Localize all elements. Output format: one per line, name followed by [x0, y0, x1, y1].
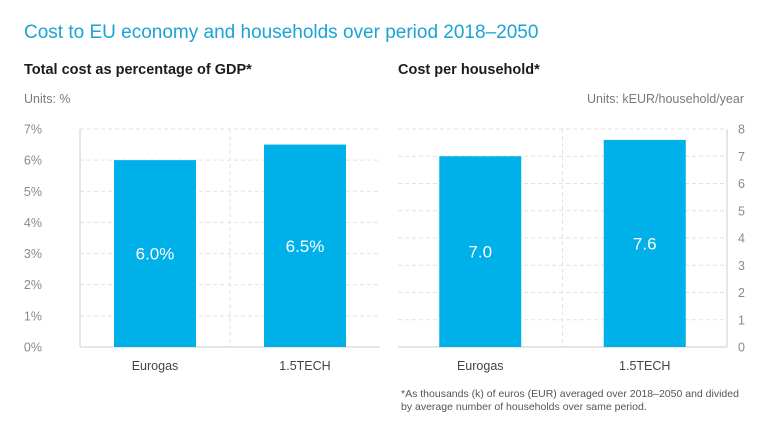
right-data-label: 7.0	[468, 243, 492, 262]
left-data-label: 6.5%	[286, 237, 325, 256]
right-ytick-label: 0	[738, 341, 745, 355]
right-ytick-label: 6	[738, 177, 745, 191]
left-ytick-label: 3%	[24, 247, 42, 261]
right-ytick-label: 5	[738, 204, 745, 218]
left-ytick-label: 7%	[24, 123, 42, 137]
footnote: *As thousands (k) of euros (EUR) average…	[401, 388, 739, 413]
left-ytick-label: 6%	[24, 154, 42, 168]
right-bar-15tech	[603, 139, 686, 347]
right-category-label: 1.5TECH	[619, 359, 670, 373]
right-ytick-label: 3	[738, 259, 745, 273]
left-data-label: 6.0%	[136, 245, 175, 264]
right-ytick-label: 7	[738, 150, 745, 164]
left-chart-units: Units: %	[24, 92, 71, 106]
left-ytick-label: 0%	[24, 341, 42, 355]
left-bar-15tech	[264, 144, 346, 347]
right-chart-units: Units: kEUR/household/year	[586, 92, 744, 106]
left-bar-eurogas	[114, 160, 196, 347]
left-ytick-label: 1%	[24, 309, 42, 323]
right-chart-title: Cost per household*	[398, 62, 540, 78]
left-ytick-label: 5%	[24, 185, 42, 199]
right-ytick-label: 8	[738, 123, 745, 137]
left-category-label: 1.5TECH	[279, 359, 330, 373]
right-data-label: 7.6	[633, 234, 657, 253]
right-ytick-label: 2	[738, 286, 745, 300]
right-category-label: Eurogas	[457, 359, 504, 373]
chart-main-title: Cost to EU economy and households over p…	[24, 22, 539, 43]
right-ytick-label: 4	[738, 232, 745, 246]
left-ytick-label: 2%	[24, 278, 42, 292]
right-chart: 0 1 2 3 4 5 6 7 8 7.0 Eurogas 7.6 1.5TECH	[398, 123, 745, 373]
right-bar-eurogas	[439, 156, 522, 347]
left-chart-title: Total cost as percentage of GDP*	[24, 62, 252, 78]
right-ytick-label: 1	[738, 313, 745, 327]
left-ytick-label: 4%	[24, 216, 42, 230]
left-category-label: Eurogas	[132, 359, 179, 373]
left-chart: 0% 1% 2% 3% 4% 5% 6% 7% 6.0% Eurogas 6.5% 1.5TECH	[24, 123, 380, 373]
